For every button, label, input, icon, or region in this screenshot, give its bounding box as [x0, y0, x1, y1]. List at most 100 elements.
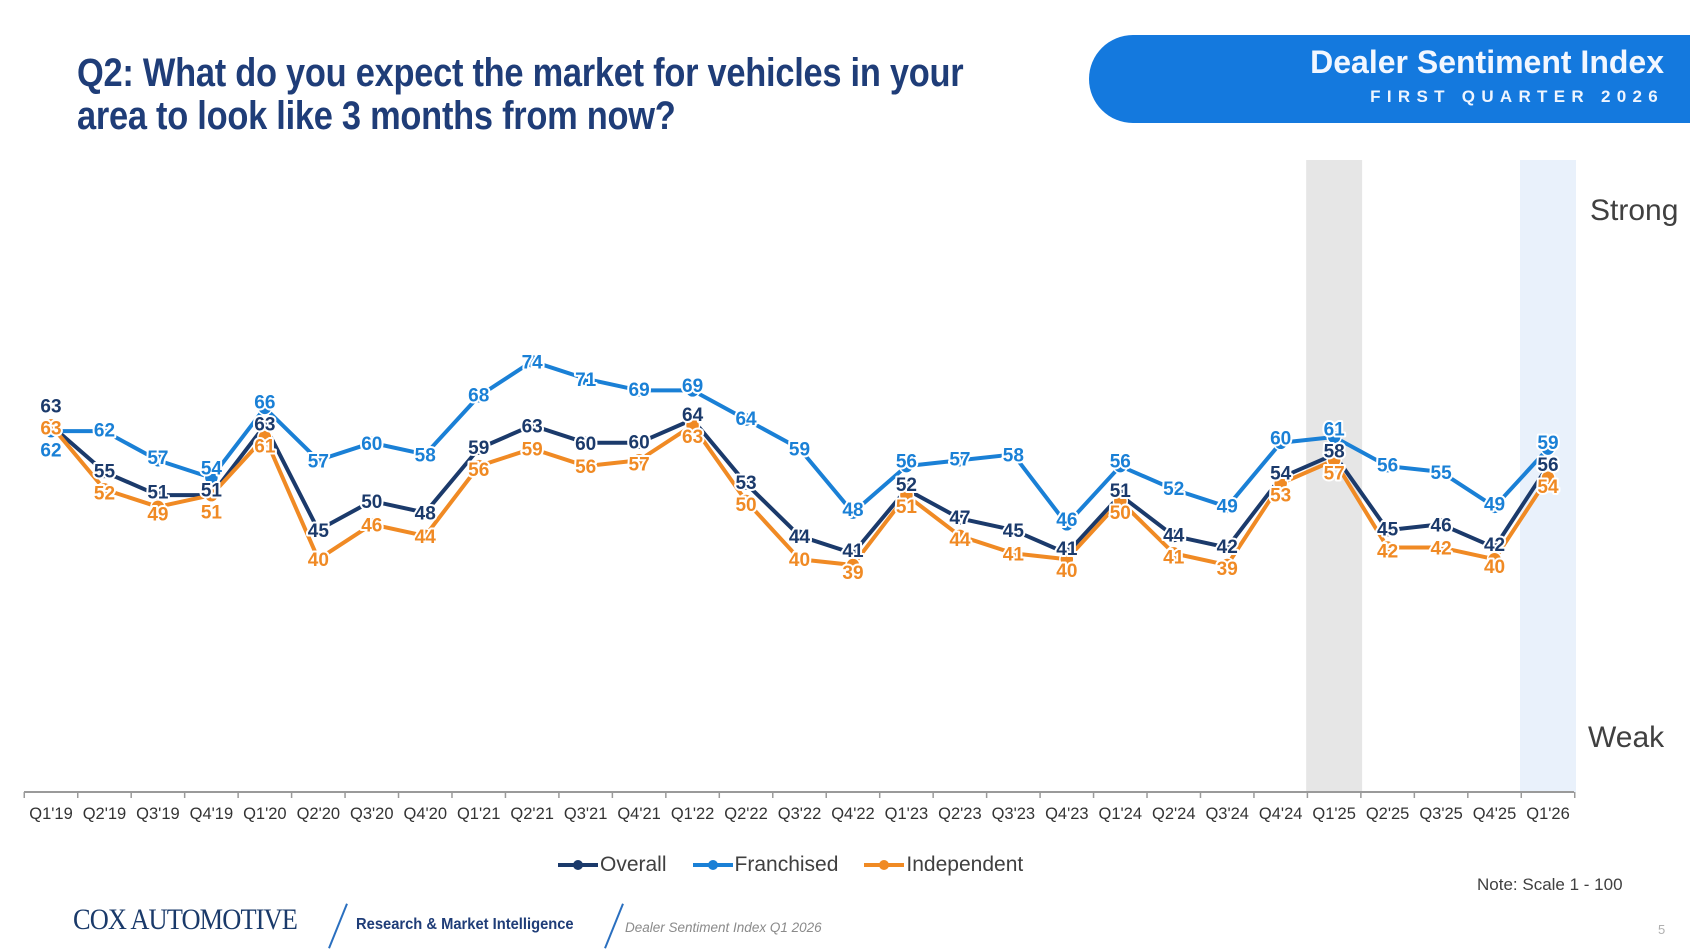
data-point-franchised — [952, 452, 968, 469]
data-point-overall — [1433, 516, 1449, 533]
data-point-overall — [470, 440, 487, 457]
data-label-independent: 49 — [147, 505, 168, 526]
data-label-independent: 40 — [789, 550, 810, 571]
data-label-overall: 45 — [1377, 520, 1399, 541]
data-label-overall: 51 — [201, 480, 223, 501]
legend: Overall Franchised Independent — [558, 853, 1023, 877]
data-label-franchised: 61 — [1324, 420, 1346, 441]
data-point-independent — [203, 487, 220, 503]
x-tick-label: Q1'23 — [885, 805, 929, 823]
data-point-independent — [845, 557, 861, 573]
data-label-overall: 46 — [1431, 515, 1452, 536]
data-label-independent: 56 — [575, 457, 596, 478]
data-point-overall — [1166, 528, 1182, 544]
data-point-franchised — [1219, 499, 1235, 515]
data-point-franchised — [577, 371, 594, 387]
x-tick-label: Q1'21 — [457, 805, 501, 823]
data-point-franchised — [203, 469, 220, 486]
data-point-franchised — [1272, 435, 1289, 451]
x-tick-label: Q3'23 — [992, 805, 1036, 823]
data-label-independent: 51 — [201, 502, 223, 523]
x-tick-label: Q3'19 — [136, 805, 180, 823]
data-point-overall — [364, 493, 380, 509]
data-label-overall: 48 — [415, 504, 436, 525]
data-point-independent — [738, 493, 754, 509]
data-label-independent: 39 — [842, 563, 863, 584]
page-title: Q2: What do you expect the market for ve… — [77, 52, 1023, 138]
data-point-franchised — [1326, 429, 1342, 445]
data-point-franchised — [1112, 458, 1129, 474]
data-point-overall — [1005, 522, 1022, 538]
legend-item-franchised: Franchised — [692, 853, 839, 877]
data-label-independent: 56 — [468, 460, 489, 481]
data-label-overall: 60 — [575, 434, 596, 455]
x-tick-label: Q4'24 — [1259, 805, 1303, 823]
x-tick-label: Q1'20 — [243, 805, 287, 823]
x-tick-label: Q3'22 — [778, 805, 822, 823]
data-point-overall — [1219, 539, 1235, 556]
data-point-franchised — [845, 504, 861, 521]
x-tick-label: Q3'20 — [350, 805, 394, 823]
y-top-label: Strong — [1590, 194, 1679, 227]
data-label-overall: 58 — [1324, 442, 1345, 463]
x-tick-label: Q1'19 — [29, 805, 73, 823]
data-label-franchised: 62 — [40, 440, 61, 461]
data-label-overall: 63 — [40, 396, 61, 417]
x-tick-label: Q4'25 — [1473, 805, 1517, 823]
cox-automotive-logo: COX AUTOMOTIVE — [73, 903, 298, 936]
data-label-independent: 46 — [361, 515, 382, 536]
data-label-independent: 39 — [1217, 559, 1238, 580]
division-name: Research & Market Intelligence — [356, 916, 574, 933]
data-label-independent: 41 — [1163, 547, 1185, 568]
data-point-overall — [791, 528, 808, 544]
data-label-franchised: 62 — [94, 421, 115, 442]
data-label-independent: 51 — [896, 497, 918, 518]
data-label-franchised: 71 — [575, 370, 597, 391]
data-label-overall: 54 — [1270, 463, 1292, 484]
data-point-independent — [1166, 545, 1182, 562]
data-label-overall: 44 — [1163, 525, 1185, 546]
data-label-overall: 50 — [361, 492, 382, 513]
title-line-1: Q2: What do you expect the market for ve… — [77, 51, 964, 95]
legend-item-independent: Independent — [864, 853, 1023, 877]
data-label-franchised: 54 — [201, 458, 223, 479]
data-label-overall: 42 — [1484, 535, 1505, 556]
legend-swatch-independent — [864, 860, 905, 870]
data-label-independent: 40 — [1056, 561, 1077, 582]
legend-label-franchised: Franchised — [734, 853, 839, 876]
data-label-overall: 41 — [1056, 539, 1078, 560]
data-label-independent: 57 — [1324, 464, 1345, 485]
data-label-overall: 42 — [1217, 537, 1238, 558]
data-point-independent — [952, 528, 968, 544]
data-label-franchised: 68 — [468, 386, 489, 407]
x-tick-label: Q2'22 — [724, 805, 768, 823]
data-label-franchised: 46 — [1056, 510, 1077, 531]
data-point-overall — [738, 475, 754, 492]
data-label-franchised: 64 — [735, 409, 757, 430]
data-label-overall: 63 — [254, 414, 275, 435]
data-label-overall: 41 — [842, 541, 864, 562]
data-label-franchised: 49 — [1217, 496, 1238, 517]
data-point-independent — [1059, 551, 1075, 567]
data-point-franchised — [898, 458, 915, 474]
data-point-independent — [791, 551, 808, 567]
data-label-independent: 50 — [1110, 503, 1131, 524]
data-label-franchised: 66 — [254, 392, 275, 413]
x-tick-label: Q1'25 — [1312, 805, 1356, 823]
data-label-franchised: 52 — [1163, 479, 1184, 500]
x-tick-label: Q2'25 — [1366, 805, 1410, 823]
data-point-overall — [1379, 522, 1396, 538]
data-label-overall: 56 — [1537, 455, 1558, 476]
data-label-franchised: 60 — [1270, 428, 1291, 449]
data-point-franchised — [96, 423, 113, 439]
highlight-band — [1306, 160, 1363, 792]
data-point-independent — [577, 458, 594, 474]
series-points-franchised — [43, 353, 1556, 533]
x-tick-label: Q3'24 — [1205, 805, 1249, 823]
x-tick-label: Q1'24 — [1099, 805, 1143, 823]
data-point-franchised — [257, 400, 273, 416]
data-label-franchised: 56 — [1110, 452, 1131, 473]
data-label-independent: 59 — [522, 440, 543, 461]
data-point-overall — [310, 522, 327, 538]
legend-swatch-overall — [558, 860, 598, 870]
